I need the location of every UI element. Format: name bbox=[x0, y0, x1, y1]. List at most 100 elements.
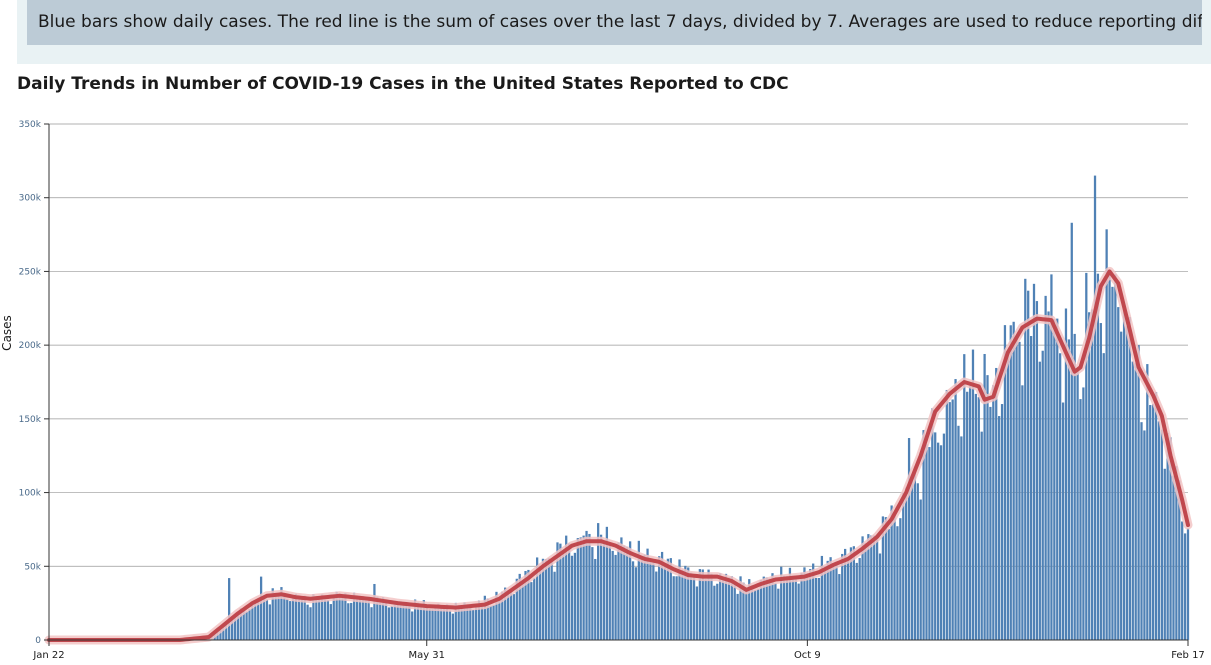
daily-case-bar bbox=[765, 577, 768, 640]
daily-case-bar bbox=[367, 600, 370, 640]
daily-case-bar bbox=[1131, 361, 1134, 640]
daily-case-bar bbox=[945, 389, 948, 640]
daily-case-bar bbox=[480, 604, 484, 640]
daily-case-bar bbox=[678, 559, 681, 640]
daily-case-bar bbox=[431, 609, 434, 640]
daily-case-bar bbox=[329, 604, 332, 640]
daily-case-bar bbox=[463, 602, 466, 640]
gridlines bbox=[49, 123, 1188, 567]
daily-case-bar bbox=[489, 605, 492, 640]
daily-case-bar bbox=[271, 588, 274, 640]
daily-case-bar bbox=[666, 558, 670, 640]
daily-case-bar bbox=[222, 625, 225, 640]
daily-case-bar bbox=[690, 572, 693, 640]
daily-case-bar bbox=[524, 571, 527, 640]
daily-case-bar bbox=[1053, 319, 1056, 640]
daily-case-bar bbox=[759, 579, 763, 640]
daily-case-bar bbox=[1000, 404, 1004, 640]
daily-case-bar bbox=[788, 567, 792, 640]
daily-case-bar bbox=[971, 349, 975, 640]
daily-case-bar bbox=[425, 605, 428, 640]
daily-case-bar bbox=[451, 613, 455, 640]
daily-case-bar bbox=[567, 543, 571, 640]
daily-case-bar bbox=[907, 438, 911, 640]
daily-case-bar bbox=[849, 547, 853, 640]
daily-case-bar bbox=[780, 566, 783, 640]
daily-case-bar bbox=[335, 591, 338, 640]
daily-case-bar bbox=[472, 609, 475, 640]
daily-case-bar bbox=[576, 538, 579, 640]
daily-case-bar bbox=[672, 576, 675, 640]
daily-case-bar bbox=[236, 614, 239, 640]
daily-case-bar bbox=[753, 589, 757, 640]
daily-case-bar bbox=[614, 554, 617, 640]
daily-case-bar bbox=[268, 604, 271, 640]
daily-case-bar bbox=[794, 579, 797, 640]
daily-case-bar bbox=[846, 560, 850, 640]
daily-case-bar bbox=[658, 556, 661, 640]
daily-case-bar bbox=[823, 566, 826, 640]
daily-case-bar bbox=[817, 577, 821, 640]
daily-case-bar bbox=[422, 600, 425, 640]
daily-case-bar bbox=[1120, 331, 1123, 640]
daily-case-bar bbox=[1151, 404, 1155, 640]
daily-case-bar bbox=[663, 564, 667, 640]
daily-case-bar bbox=[547, 558, 550, 640]
daily-case-bar bbox=[1009, 325, 1012, 640]
daily-case-bar bbox=[300, 598, 303, 640]
daily-case-bar bbox=[341, 593, 344, 640]
daily-case-bar bbox=[890, 505, 893, 640]
daily-case-bar bbox=[803, 567, 806, 640]
daily-case-bar bbox=[402, 603, 405, 640]
daily-case-bar bbox=[419, 606, 423, 640]
y-tick-label: 150k bbox=[19, 415, 42, 425]
daily-case-bar bbox=[1183, 533, 1187, 640]
daily-case-bar bbox=[756, 588, 760, 640]
daily-case-bar bbox=[283, 595, 286, 640]
daily-case-bar bbox=[835, 564, 838, 640]
daily-case-bar bbox=[992, 385, 995, 640]
daily-case-bar bbox=[858, 558, 861, 640]
daily-case-bar bbox=[733, 583, 736, 640]
daily-case-bar bbox=[1015, 337, 1018, 640]
daily-case-bar bbox=[1117, 307, 1120, 640]
daily-case-bar bbox=[768, 578, 771, 640]
daily-case-bar bbox=[829, 557, 832, 640]
daily-case-bar bbox=[960, 436, 963, 640]
daily-case-bar bbox=[806, 573, 809, 640]
daily-case-bar bbox=[492, 605, 495, 640]
daily-case-bar bbox=[687, 567, 690, 640]
daily-case-bar bbox=[466, 607, 469, 640]
daily-case-bar bbox=[812, 563, 815, 640]
daily-case-bar bbox=[692, 575, 696, 640]
daily-case-bar bbox=[239, 608, 242, 640]
daily-case-bar bbox=[1102, 353, 1105, 640]
daily-case-bar bbox=[411, 611, 414, 640]
daily-case-bar bbox=[977, 397, 980, 640]
daily-case-bar bbox=[536, 557, 539, 640]
daily-case-bar bbox=[936, 442, 940, 640]
daily-case-bar bbox=[1082, 387, 1085, 640]
daily-case-bar bbox=[989, 406, 992, 640]
daily-case-bar bbox=[1186, 528, 1190, 640]
daily-case-bar bbox=[905, 487, 908, 640]
y-tick-label: 100k bbox=[19, 489, 42, 499]
daily-case-bar bbox=[350, 602, 353, 640]
daily-case-bar bbox=[370, 607, 373, 640]
daily-case-bar bbox=[1163, 468, 1166, 640]
daily-case-bar bbox=[623, 545, 626, 640]
daily-case-bar bbox=[358, 595, 362, 640]
daily-case-bar bbox=[1070, 222, 1073, 640]
daily-case-bar bbox=[562, 553, 565, 640]
daily-case-bar bbox=[782, 575, 786, 640]
daily-case-bar bbox=[1050, 274, 1053, 640]
daily-case-bar bbox=[745, 589, 748, 640]
daily-case-bar bbox=[538, 565, 542, 640]
daily-case-bar bbox=[948, 402, 951, 640]
daily-case-bar bbox=[1064, 308, 1068, 640]
daily-case-bar bbox=[1096, 273, 1100, 640]
daily-case-bar bbox=[530, 582, 533, 640]
daily-case-bar bbox=[1073, 333, 1076, 640]
daily-case-bar bbox=[245, 611, 248, 640]
daily-case-bar bbox=[1114, 274, 1117, 640]
